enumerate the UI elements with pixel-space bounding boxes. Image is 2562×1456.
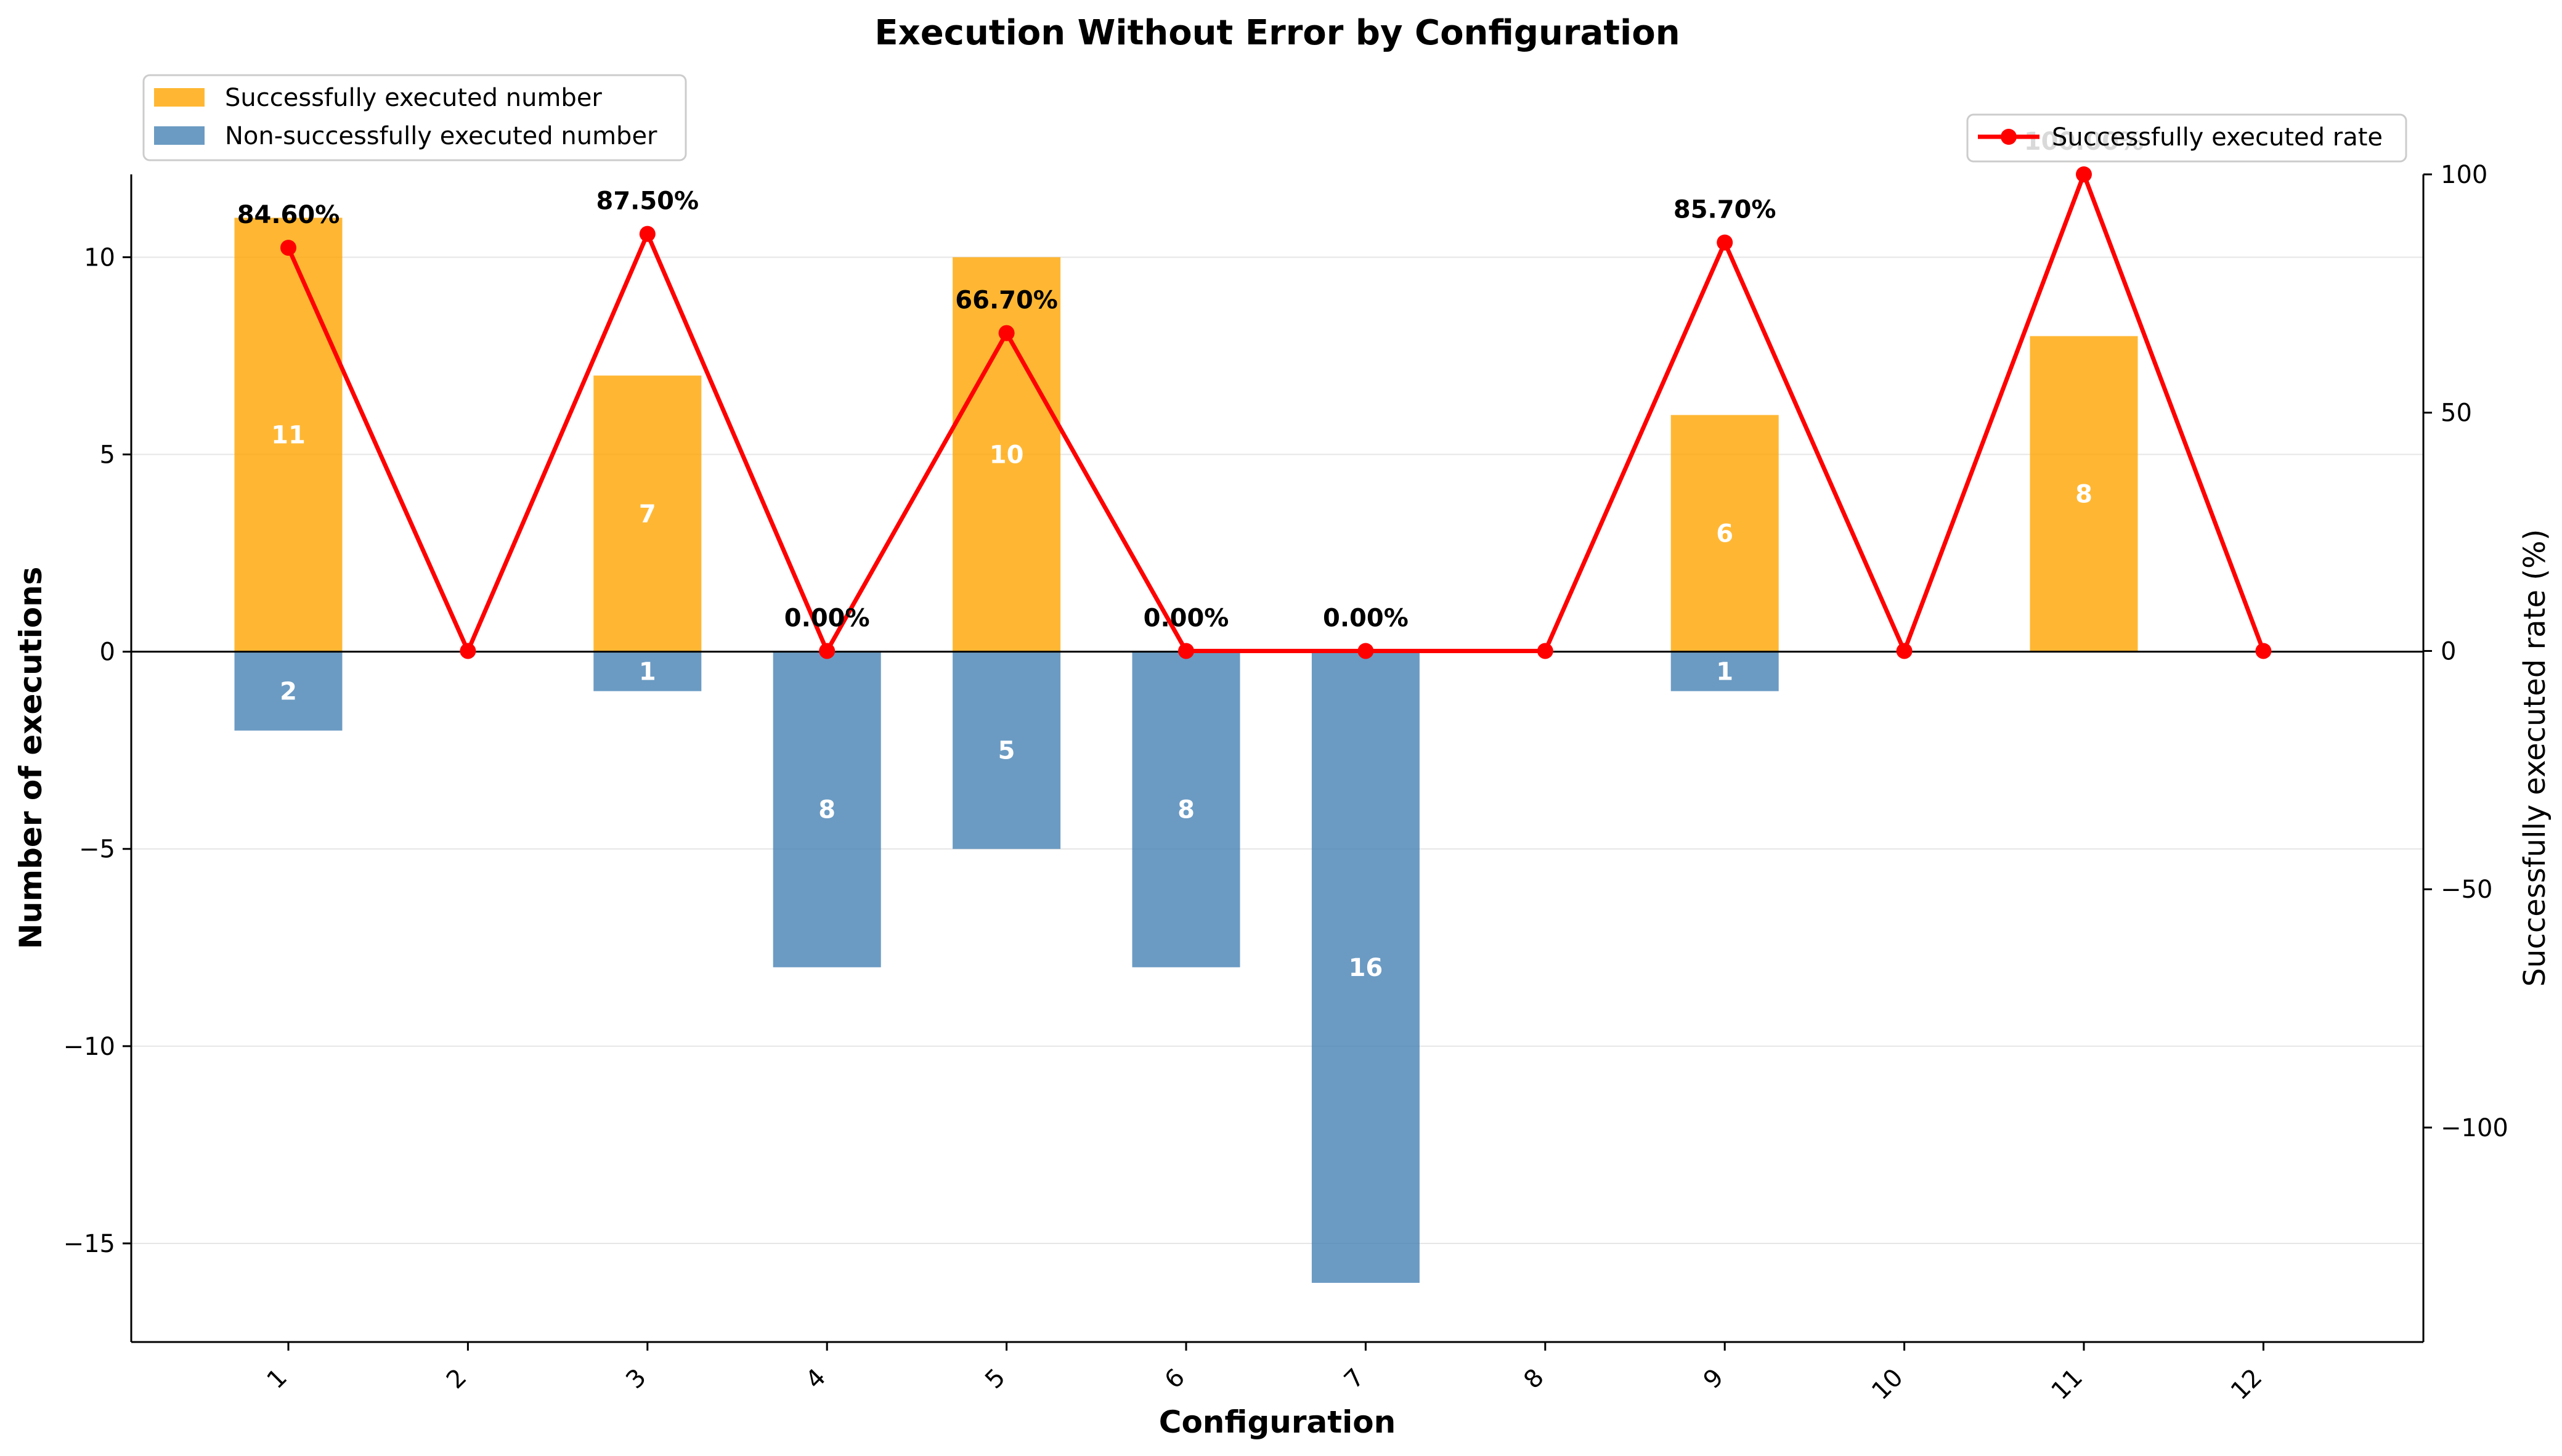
success-bar: [2030, 336, 2138, 652]
rate-label: 66.70%: [955, 287, 1058, 315]
failure-bar: [593, 651, 702, 691]
success-bar: [593, 375, 702, 652]
rate-marker: [1896, 643, 1913, 659]
x-axis-title: Configuration: [1159, 1404, 1396, 1440]
rate-marker: [1357, 643, 1374, 659]
failure-bar: [234, 651, 343, 731]
y-axis-title: Number of executions: [13, 567, 49, 950]
rate-label: 85.70%: [1673, 196, 1776, 224]
legend-line-marker: [2001, 129, 2017, 145]
rate-marker: [998, 325, 1015, 341]
failure-bar-label: 8: [1177, 796, 1195, 824]
rate-label: 0.00%: [784, 604, 870, 632]
legend-line: Successfully executed rate: [1966, 113, 2407, 163]
chart-title: Execution Without Error by Configuration: [874, 13, 1680, 53]
legend-label-success: Successfully executed number: [225, 84, 602, 112]
success-bar: [234, 218, 343, 652]
y-tick-label: 10: [84, 243, 115, 272]
rate-marker: [280, 240, 296, 256]
rate-marker: [1717, 234, 1733, 251]
failure-bar: [953, 651, 1061, 849]
failure-bar: [773, 651, 881, 967]
rate-line: [286, 172, 2266, 653]
y2-tick-label: −50: [2441, 876, 2492, 904]
legend-swatch-failure: [154, 126, 205, 145]
success-bar-label: 6: [1716, 520, 1733, 548]
legend-swatch-success: [154, 88, 205, 107]
rate-line-group: [280, 166, 2272, 659]
failure-bar-label: 2: [280, 678, 297, 706]
failure-bar-label: 16: [1349, 954, 1383, 982]
failure-bar: [1311, 651, 1420, 1283]
legend-bars-frame: [142, 74, 687, 161]
failure-bar: [1670, 651, 1779, 691]
rate-marker: [819, 643, 836, 659]
rate-marker: [1537, 643, 1553, 659]
rate-marker: [639, 226, 656, 242]
success-bar-label: 11: [271, 421, 306, 450]
y-tick-label: −5: [79, 836, 115, 864]
rate-label: 87.50%: [596, 187, 699, 216]
legend-bars: Successfully executed number Non-success…: [142, 74, 687, 161]
y-tick-label: 5: [100, 441, 115, 470]
y2-tick-label: 100: [2441, 161, 2487, 189]
y2-tick-label: −100: [2441, 1114, 2508, 1142]
success-bar: [1670, 415, 1779, 652]
y-tick-label: −10: [63, 1033, 115, 1061]
y2-tick-label: 0: [2441, 637, 2456, 665]
legend-line-frame: [1966, 113, 2407, 163]
failure-bar: [1132, 651, 1240, 967]
rate-marker: [2255, 643, 2272, 659]
rate-label: 0.00%: [1144, 604, 1229, 632]
rate-marker: [1178, 643, 1194, 659]
y-tick-label: −15: [63, 1230, 115, 1258]
failure-bar-label: 1: [1716, 658, 1733, 686]
rate-label: 0.00%: [1323, 604, 1409, 632]
rate-marker: [460, 643, 476, 659]
rate-label: 84.60%: [237, 201, 340, 229]
y2-axis-title: Successfully executed rate (%): [2518, 529, 2552, 987]
rate-marker: [2076, 166, 2092, 182]
legend-label-rate: Successfully executed rate: [2052, 123, 2383, 152]
success-bar: [953, 257, 1061, 652]
success-bar-label: 7: [639, 500, 656, 529]
failure-bar-label: 1: [639, 658, 656, 686]
y-tick-label: 0: [100, 638, 115, 667]
failure-bar-label: 8: [818, 796, 836, 824]
legend-label-failure: Non-successfully executed number: [225, 122, 657, 150]
y2-tick-label: 50: [2441, 399, 2472, 428]
failure-bar-label: 5: [998, 737, 1015, 765]
success-bar-label: 10: [990, 441, 1024, 470]
bars-group: [234, 218, 2138, 1283]
success-bar-label: 8: [2075, 481, 2092, 509]
